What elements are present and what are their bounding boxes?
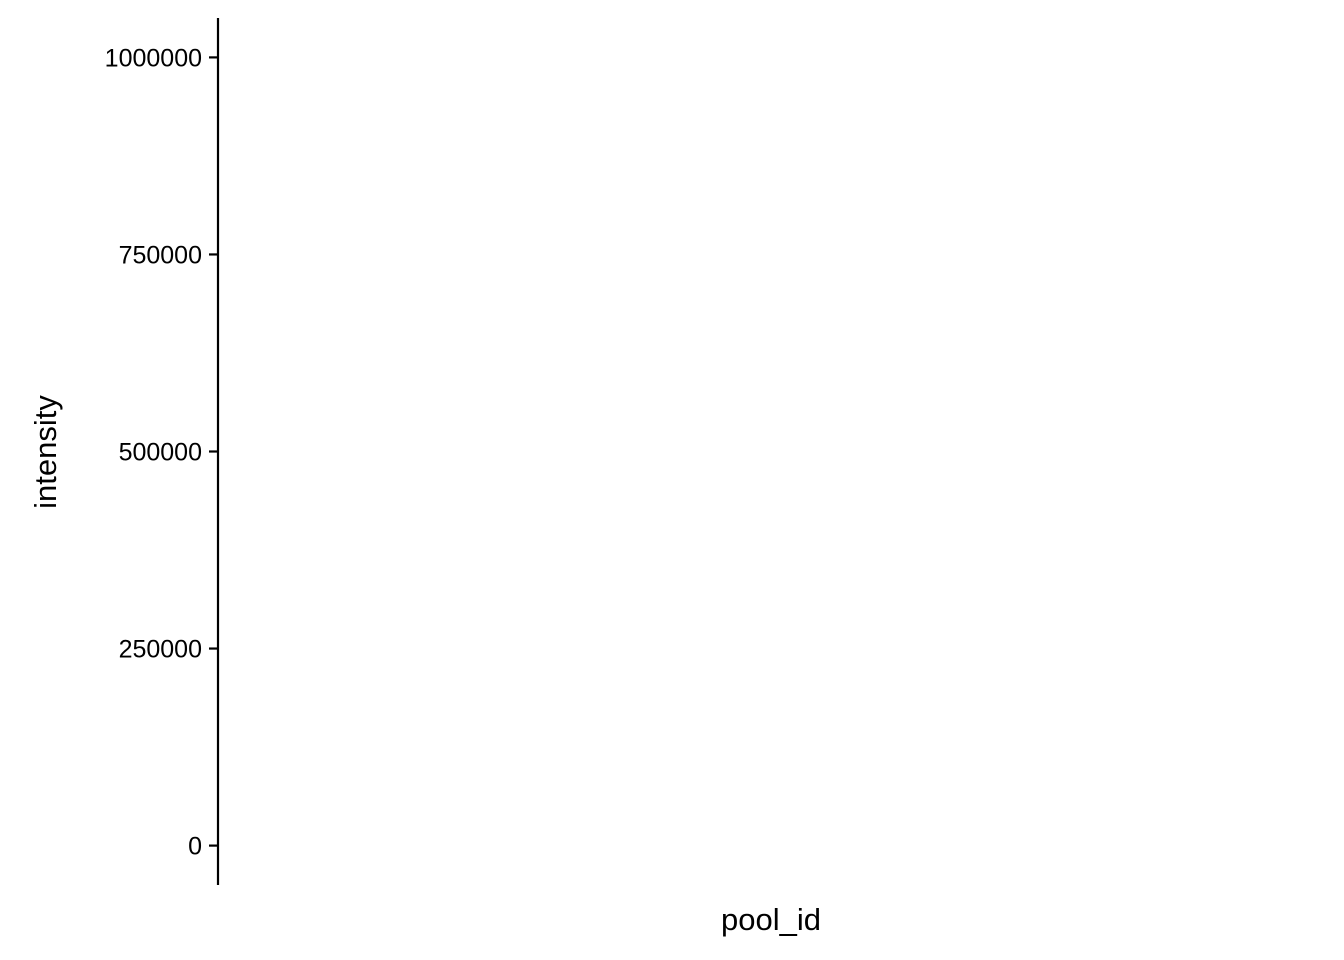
- y-tick-label: 1000000: [105, 44, 202, 72]
- y-axis-title: intensity: [28, 395, 63, 509]
- y-tick-label: 500000: [119, 439, 202, 467]
- y-tick-label: 0: [188, 833, 202, 861]
- y-axis-ticks: 0 250000 500000 750000 1000000: [105, 44, 218, 861]
- y-tick-label: 250000: [119, 636, 202, 664]
- x-axis-title: pool_id: [721, 902, 821, 937]
- y-tick-label: 750000: [119, 241, 202, 269]
